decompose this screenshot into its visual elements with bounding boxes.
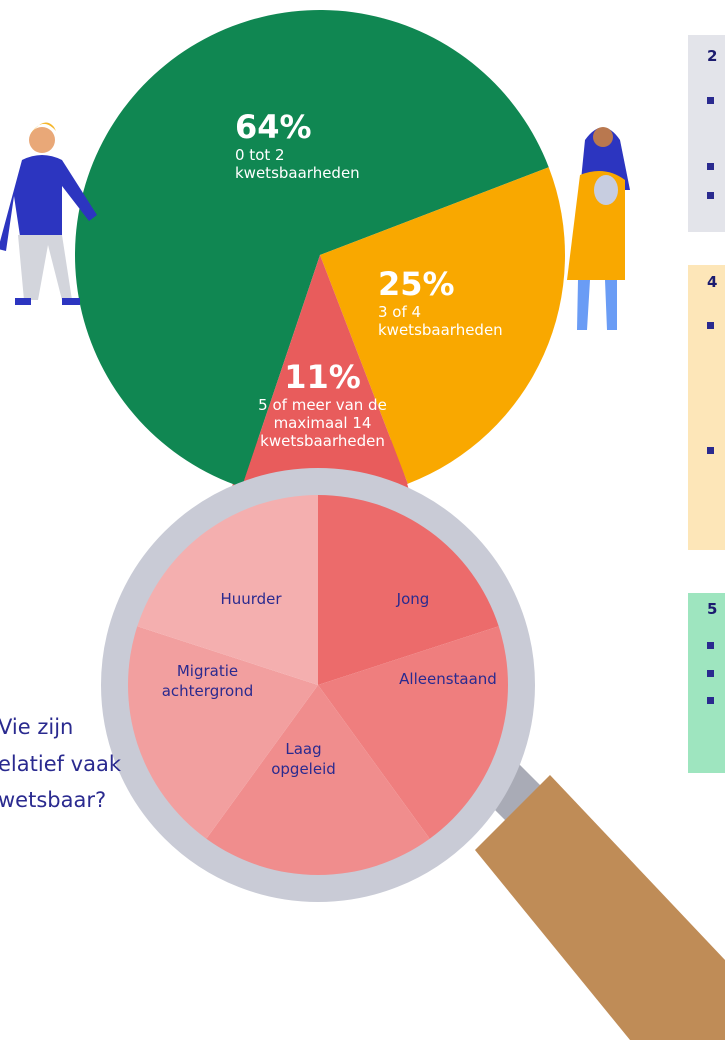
panel-title: 4 xyxy=(707,273,717,291)
value-label: 11% xyxy=(250,358,395,396)
question-line: elatief vaak xyxy=(0,752,121,776)
segment-label: Laag opgeleid xyxy=(256,740,351,779)
question-line: Vie zijn xyxy=(0,715,73,739)
segment-label: Migratie achtergrond xyxy=(160,662,255,701)
value-label: 64% xyxy=(235,108,365,146)
category-label: 3 of 4 kwetsbaarheden xyxy=(378,303,508,339)
panel-title: 5 xyxy=(707,600,717,618)
segment-label: Jong xyxy=(358,590,468,610)
category-label: 0 tot 2 kwetsbaarheden xyxy=(235,146,365,182)
panel-yellow xyxy=(688,265,725,550)
question-line: wetsbaar? xyxy=(0,788,106,812)
segment-label: Huurder xyxy=(196,590,306,610)
slice-label: 64%0 tot 2 kwetsbaarheden xyxy=(235,108,365,182)
panel-title: 2 xyxy=(707,47,717,65)
slice-label: 25%3 of 4 kwetsbaarheden xyxy=(378,265,508,339)
handle xyxy=(475,775,725,1040)
slice-label: 11%5 of meer van de maximaal 14 kwetsbaa… xyxy=(250,358,395,450)
category-label: 5 of meer van de maximaal 14 kwetsbaarhe… xyxy=(250,396,395,450)
value-label: 25% xyxy=(378,265,508,303)
panel-green xyxy=(688,593,725,773)
segment-label: Alleenstaand xyxy=(393,670,503,690)
infographic: Vie zijn elatief vaak wetsbaar? 2 4 5 64… xyxy=(0,0,725,1040)
person-right xyxy=(567,127,630,330)
